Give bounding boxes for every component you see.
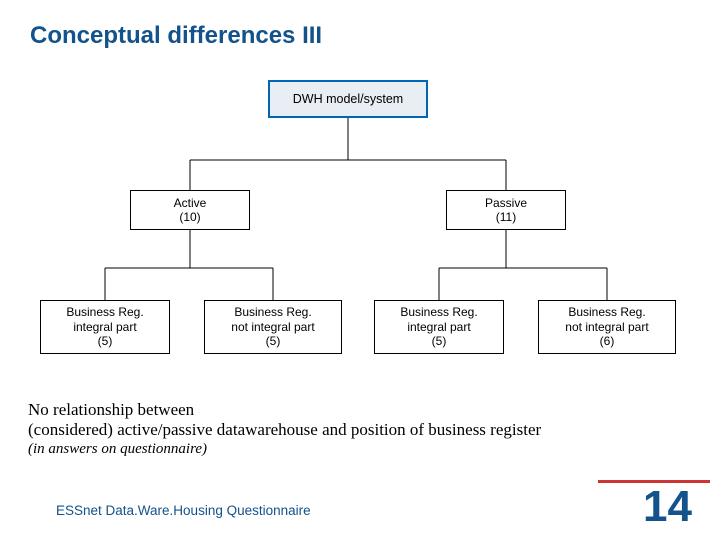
node-text: Active <box>174 196 207 210</box>
node-text: Passive <box>485 196 527 210</box>
node-text: (5) <box>432 334 447 348</box>
note-line-1: No relationship between <box>28 400 194 420</box>
node-text: (10) <box>179 210 200 224</box>
node-l3-0: Business Reg.integral part(5) <box>40 300 170 354</box>
node-text: Business Reg. <box>66 305 143 319</box>
node-l3-3: Business Reg.not integral part(6) <box>538 300 676 354</box>
page-title: Conceptual differences III <box>30 22 322 50</box>
note-line-2: (considered) active/passive datawarehous… <box>28 420 541 440</box>
footer-bar: ESSnet Data.Ware.Housing Questionnaire 1… <box>0 482 720 540</box>
node-l2-1: Passive(11) <box>446 190 566 230</box>
node-l3-1: Business Reg.not integral part(5) <box>204 300 342 354</box>
node-text: Business Reg. <box>568 305 645 319</box>
node-text: (11) <box>496 210 516 224</box>
node-text: (5) <box>266 334 281 348</box>
node-text: (6) <box>600 334 615 348</box>
node-l2-0: Active(10) <box>130 190 250 230</box>
node-text: not integral part <box>231 320 314 334</box>
node-l3-2: Business Reg.integral part(5) <box>374 300 504 354</box>
node-text: integral part <box>407 320 470 334</box>
page-number: 14 <box>643 482 692 532</box>
node-text: Business Reg. <box>400 305 477 319</box>
node-text: integral part <box>73 320 136 334</box>
node-text: not integral part <box>565 320 648 334</box>
node-text: Business Reg. <box>234 305 311 319</box>
note-line-3: (in answers on questionnaire) <box>28 441 207 458</box>
node-text: (5) <box>98 334 113 348</box>
node-root: DWH model/system <box>268 80 428 118</box>
footer-text: ESSnet Data.Ware.Housing Questionnaire <box>56 503 311 518</box>
node-text: DWH model/system <box>293 92 403 107</box>
